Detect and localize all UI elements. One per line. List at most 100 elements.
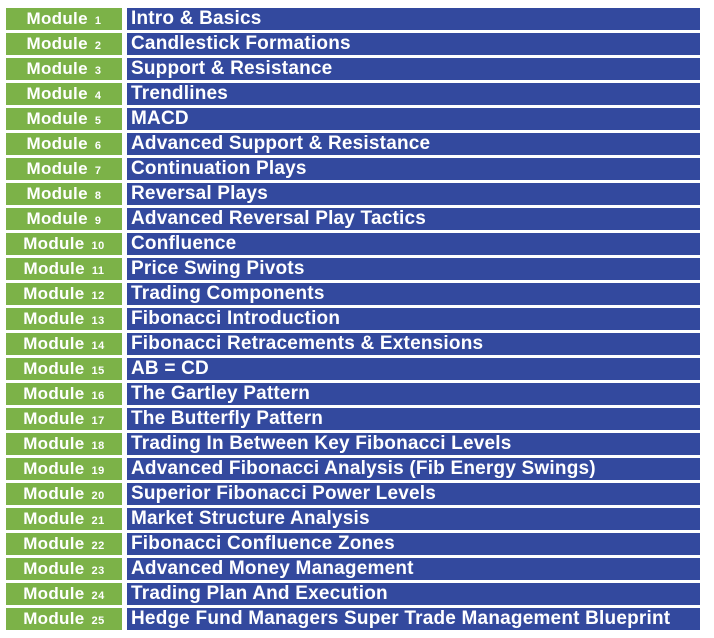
module-cell: Module 12: [6, 283, 122, 305]
module-title-cell: Trendlines: [127, 83, 700, 105]
table-row: Module 8 Reversal Plays: [6, 183, 700, 205]
module-title-cell: Superior Fibonacci Power Levels: [127, 483, 700, 505]
module-cell: Module 9: [6, 208, 122, 230]
module-number: 16: [91, 390, 105, 402]
module-cell: Module 14: [6, 333, 122, 355]
table-row: Module 18 Trading In Between Key Fibonacc…: [6, 433, 700, 455]
module-label: Module: [23, 434, 85, 453]
module-title-cell: Trading Components: [127, 283, 700, 305]
module-label: Module: [26, 84, 88, 103]
module-number: 20: [91, 490, 105, 502]
module-cell: Module 4: [6, 83, 122, 105]
module-title: Trading In Between Key Fibonacci Levels: [131, 433, 512, 454]
module-cell: Module 18: [6, 433, 122, 455]
module-title: The Gartley Pattern: [131, 383, 311, 404]
module-cell: Module 19: [6, 458, 122, 480]
module-title: MACD: [131, 108, 189, 129]
module-cell: Module 21: [6, 508, 122, 530]
module-number: 18: [91, 440, 105, 452]
module-cell: Module 24: [6, 583, 122, 605]
table-row: Module 7 Continuation Plays: [6, 158, 700, 180]
module-number: 6: [94, 140, 102, 152]
module-cell: Module 23: [6, 558, 122, 580]
module-label: Module: [23, 359, 85, 378]
module-label: Module: [23, 334, 85, 353]
module-number: 13: [91, 315, 105, 327]
table-row: Module 15 AB = CD: [6, 358, 700, 380]
module-cell: Module 13: [6, 308, 122, 330]
module-title: Advanced Money Management: [131, 558, 414, 579]
module-title-cell: Market Structure Analysis: [127, 508, 700, 530]
module-title-cell: Continuation Plays: [127, 158, 700, 180]
module-cell: Module 1: [6, 8, 122, 30]
module-label: Module: [26, 134, 88, 153]
table-row: Module 6 Advanced Support & Resistance: [6, 133, 700, 155]
module-title-cell: Trading Plan And Execution: [127, 583, 700, 605]
module-label: Module: [26, 59, 88, 78]
module-title-cell: Fibonacci Confluence Zones: [127, 533, 700, 555]
module-cell: Module 25: [6, 608, 122, 630]
table-row: Module 12 Trading Components: [6, 283, 700, 305]
table-row: Module 9 Advanced Reversal Play Tactics: [6, 208, 700, 230]
module-title: Continuation Plays: [131, 158, 307, 179]
module-cell: Module 6: [6, 133, 122, 155]
module-cell: Module 10: [6, 233, 122, 255]
module-title: AB = CD: [131, 358, 209, 379]
module-number: 19: [91, 465, 105, 477]
module-title: Trendlines: [131, 83, 229, 104]
module-label: Module: [26, 209, 88, 228]
module-table: Module 1 Intro & Basics Module 2 Candlesti…: [6, 8, 700, 633]
module-cell: Module 5: [6, 108, 122, 130]
table-row: Module 25 Hedge Fund Managers Super Trade…: [6, 608, 700, 630]
module-label: Module: [23, 409, 85, 428]
module-label: Module: [26, 34, 88, 53]
module-number: 23: [91, 565, 105, 577]
module-title: Advanced Reversal Play Tactics: [131, 208, 427, 229]
module-title: Reversal Plays: [131, 183, 268, 204]
module-title-cell: AB = CD: [127, 358, 700, 380]
module-label: Module: [26, 159, 88, 178]
module-title-cell: Fibonacci Introduction: [127, 308, 700, 330]
table-row: Module 23 Advanced Money Management: [6, 558, 700, 580]
module-title-cell: Intro & Basics: [127, 8, 700, 30]
table-row: Module 5 MACD: [6, 108, 700, 130]
module-cell: Module 22: [6, 533, 122, 555]
module-number: 7: [94, 165, 102, 177]
module-title-cell: Reversal Plays: [127, 183, 700, 205]
module-title-cell: Support & Resistance: [127, 58, 700, 80]
table-row: Module 14 Fibonacci Retracements & Extens…: [6, 333, 700, 355]
module-number: 8: [94, 190, 102, 202]
module-number: 21: [91, 515, 105, 527]
module-title-cell: Confluence: [127, 233, 700, 255]
module-cell: Module 8: [6, 183, 122, 205]
module-title: Fibonacci Confluence Zones: [131, 533, 395, 554]
module-cell: Module 3: [6, 58, 122, 80]
table-row: Module 19 Advanced Fibonacci Analysis (Fi…: [6, 458, 700, 480]
module-title: Intro & Basics: [131, 8, 262, 29]
module-title-cell: Fibonacci Retracements & Extensions: [127, 333, 700, 355]
module-title-cell: MACD: [127, 108, 700, 130]
module-label: Module: [23, 609, 85, 628]
module-label: Module: [23, 484, 85, 503]
module-number: 4: [94, 90, 102, 102]
module-title: Trading Components: [131, 283, 325, 304]
module-title: Advanced Fibonacci Analysis (Fib Energy …: [131, 458, 596, 479]
table-row: Module 1 Intro & Basics: [6, 8, 700, 30]
module-cell: Module 17: [6, 408, 122, 430]
module-title: Advanced Support & Resistance: [131, 133, 431, 154]
module-cell: Module 11: [6, 258, 122, 280]
module-cell: Module 15: [6, 358, 122, 380]
module-number: 3: [94, 65, 102, 77]
table-row: Module 11 Price Swing Pivots: [6, 258, 700, 280]
table-row: Module 17 The Butterfly Pattern: [6, 408, 700, 430]
module-cell: Module 7: [6, 158, 122, 180]
module-label: Module: [23, 259, 85, 278]
module-title-cell: Trading In Between Key Fibonacci Levels: [127, 433, 700, 455]
table-row: Module 2 Candlestick Formations: [6, 33, 700, 55]
module-title-cell: The Butterfly Pattern: [127, 408, 700, 430]
module-number: 22: [91, 540, 105, 552]
module-cell: Module 20: [6, 483, 122, 505]
module-title: Trading Plan And Execution: [131, 583, 388, 604]
module-title: Superior Fibonacci Power Levels: [131, 483, 437, 504]
